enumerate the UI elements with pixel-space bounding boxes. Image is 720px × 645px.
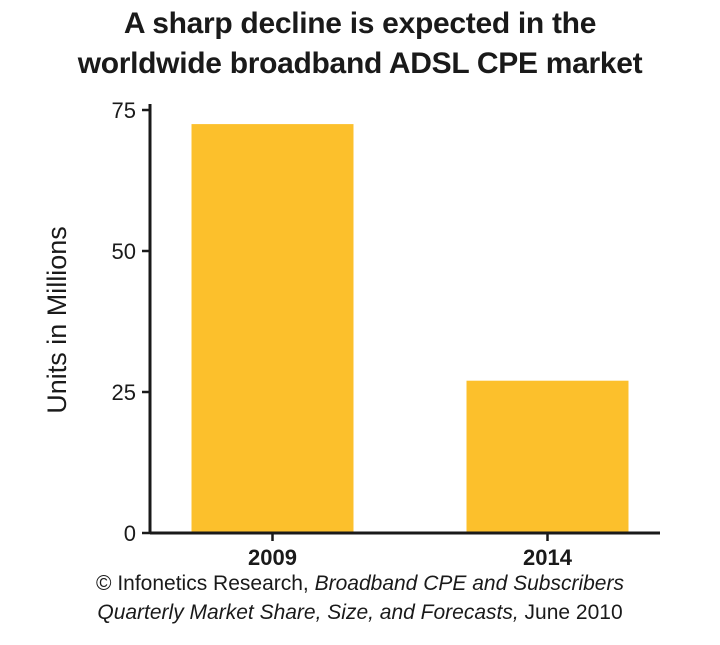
y-tick-label-50: 50 xyxy=(112,239,136,264)
axes-group xyxy=(142,104,660,541)
source-line-2: Quarterly Market Share, Size, and Foreca… xyxy=(0,598,720,627)
y-tick-label-75: 75 xyxy=(112,98,136,123)
y-tick-labels: 0 25 50 75 xyxy=(112,98,136,546)
chart-title: A sharp decline is expected in the world… xyxy=(0,4,720,84)
y-tick-label-25: 25 xyxy=(112,380,136,405)
source-date: June 2010 xyxy=(524,601,623,624)
y-axis-label: Units in Millions xyxy=(42,226,72,414)
bar-2014 xyxy=(466,380,629,533)
bar-2009 xyxy=(191,124,354,533)
chart-title-line-1: A sharp decline is expected in the xyxy=(123,7,597,40)
source-report-title-2: Quarterly Market Share, Size, and Foreca… xyxy=(97,601,519,624)
source-note: © Infonetics Research, Broadband CPE and… xyxy=(0,569,720,627)
chart-title-line-2: worldwide broadband ADSL CPE market xyxy=(77,47,643,80)
bars-group xyxy=(191,124,629,533)
source-report-title-1: Broadband CPE and Subscribers xyxy=(314,572,624,595)
source-line-1: © Infonetics Research, Broadband CPE and… xyxy=(0,569,720,598)
y-tick-label-0: 0 xyxy=(124,521,136,546)
x-tick-labels: 2009 2014 xyxy=(248,545,573,570)
source-copyright: © Infonetics Research, xyxy=(96,572,309,595)
x-tick-label-2009: 2009 xyxy=(248,545,297,570)
x-tick-label-2014: 2014 xyxy=(523,545,573,570)
